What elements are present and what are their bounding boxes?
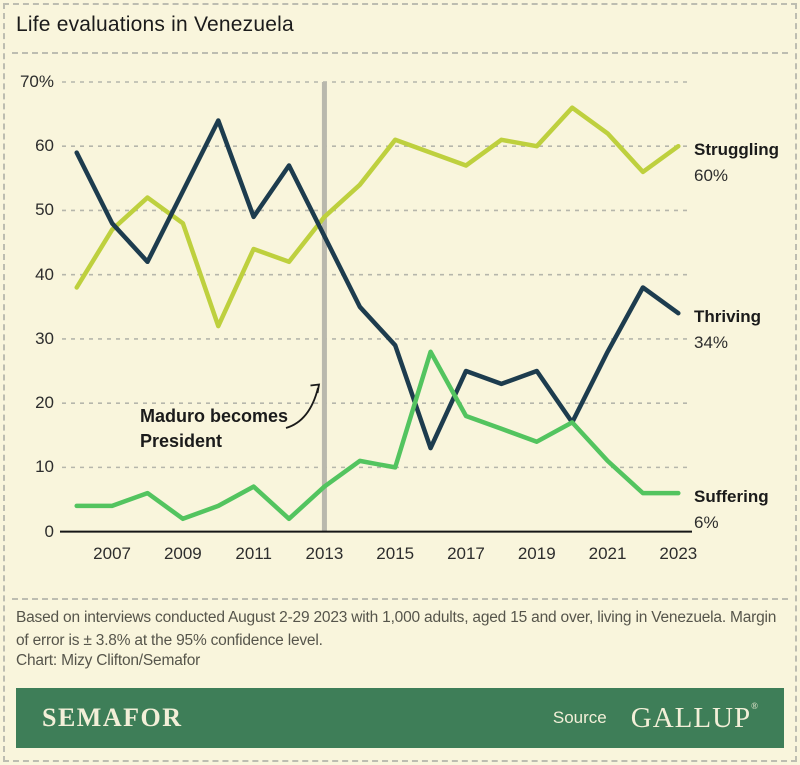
x-tick-label-2013: 2013 [305,544,344,563]
y-tick-label-40: 40 [35,264,54,284]
x-tick-label-2021: 2021 [588,544,627,563]
annotation-arrow [285,387,319,429]
y-tick-label-50: 50 [35,200,54,220]
semafor-logo: SEMAFOR [42,703,183,732]
series-label-suffering: Suffering [694,487,769,507]
x-tick-label-2017: 2017 [447,544,485,563]
methodology-note: Based on interviews conducted August 2-2… [16,609,777,649]
series-label-struggling: Struggling [694,140,779,160]
title-separator [12,52,788,54]
series-value-struggling: 60% [694,166,729,186]
annotation-arrowhead [310,383,321,394]
event-annotation: Maduro becomes President [140,404,288,454]
gallup-logo: GALLUP® [630,701,758,734]
event-annotation-line1: Maduro becomes [140,406,289,426]
y-tick-label-10: 10 [35,457,54,477]
y-tick-label-30: 30 [35,328,54,348]
y-tick-label-70: 70% [19,71,54,91]
footer-separator [12,598,788,600]
series-line-struggling [74,105,681,329]
series-line-thriving [74,118,681,451]
source-group: Source GALLUP® [553,701,758,735]
chart-credit: Chart: Mizy Clifton/Semafor [16,652,201,669]
x-tick-label-2019: 2019 [517,544,556,563]
brand-bar: SEMAFOR Source GALLUP® [16,688,784,748]
y-tick-label-0: 0 [44,521,54,541]
x-tick-label-2015: 2015 [376,544,415,563]
event-annotation-line2: President [140,431,223,451]
registered-trademark-icon: ® [751,701,758,711]
series-label-thriving: Thriving [694,307,762,327]
y-tick-label-20: 20 [35,393,54,413]
series-value-thriving: 34% [694,333,729,353]
series-line-suffering [74,349,681,522]
x-tick-label-2009: 2009 [163,544,202,563]
y-tick-label-60: 60 [35,136,54,156]
x-tick-label-2007: 2007 [93,544,131,563]
x-tick-label-2023: 2023 [659,544,698,563]
series-value-suffering: 6% [694,513,719,533]
source-label: Source [552,708,607,727]
x-tick-label-2011: 2011 [235,544,272,563]
chart-title: Life evaluations in Venezuela [16,13,294,36]
